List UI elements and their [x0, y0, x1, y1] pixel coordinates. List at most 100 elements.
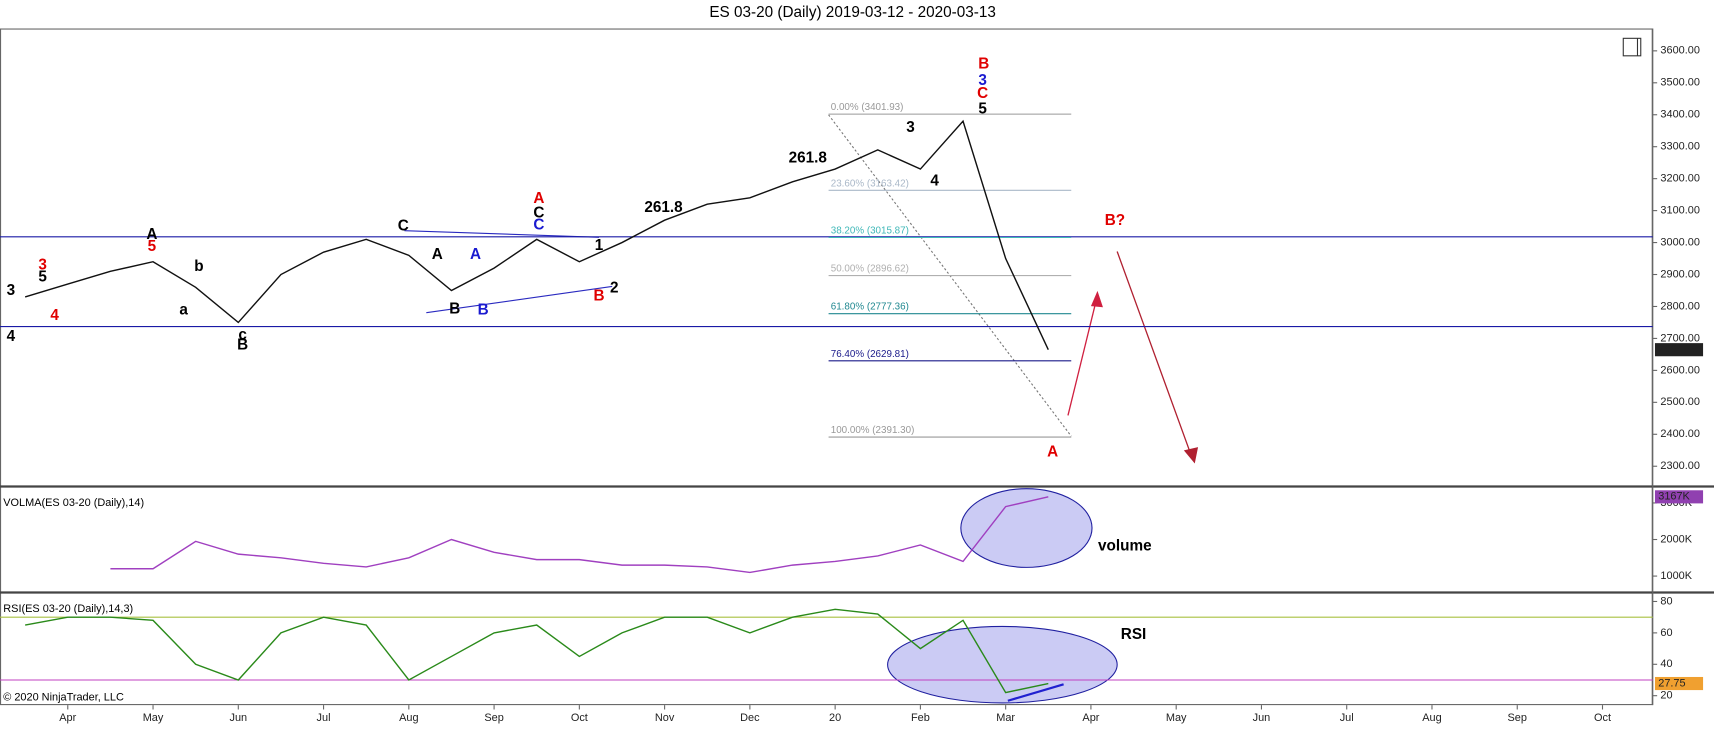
x-tick-label: Oct [571, 712, 588, 724]
fib-label: 76.40% (2629.81) [831, 349, 909, 360]
annotation: B [978, 56, 989, 73]
panel-icon [1622, 37, 1642, 57]
y-tick-label: 1000K [1660, 570, 1692, 582]
y-tick-label: 60 [1660, 627, 1672, 639]
annotation: 5 [148, 238, 157, 255]
annotation: 3 [906, 119, 915, 136]
x-tick-label: Nov [655, 712, 675, 724]
annotation: 3 [7, 282, 16, 299]
annotation: A [146, 226, 157, 243]
x-tick-label: Sep [484, 712, 503, 724]
x-tick-label: May [1166, 712, 1187, 724]
y-tick-label: 2700.00 [1660, 332, 1699, 344]
annotation: 3 [38, 257, 47, 274]
annotation: 261.8 [789, 150, 828, 167]
annotation: A [533, 190, 544, 207]
series-line [25, 608, 1049, 694]
last-value-tag [1654, 676, 1704, 691]
x-tick-label: Feb [911, 712, 930, 724]
fib-label: 0.00% (3401.93) [831, 102, 904, 113]
y-tick-label: 40 [1660, 658, 1672, 670]
y-tick-label: 20 [1660, 690, 1672, 702]
annotation: A [432, 246, 443, 263]
annotation: 4 [7, 328, 16, 345]
x-tick-label: Mar [996, 712, 1015, 724]
indicator-label: VOLMA(ES 03-20 (Daily),14) [3, 497, 144, 509]
last-value-label: 27.75 [1658, 677, 1685, 689]
annotation: C [533, 216, 544, 233]
last-value-tag [1654, 490, 1704, 504]
x-tick-label: Jul [1340, 712, 1354, 724]
annotation: 5 [978, 100, 987, 117]
y-tick-label: 2500.00 [1660, 396, 1699, 408]
y-tick-label: 2300.00 [1660, 460, 1699, 472]
chart-title: ES 03-20 (Daily) 2019-03-12 - 2020-03-13 [709, 4, 996, 21]
y-tick-label: 80 [1660, 595, 1672, 607]
x-tick-label: Jun [1253, 712, 1271, 724]
y-tick-label: 3500.00 [1660, 77, 1699, 89]
annotation: 261.8 [644, 199, 683, 216]
annotation: C [533, 204, 544, 221]
y-tick-label: 3100.00 [1660, 205, 1699, 217]
copyright: © 2020 NinjaTrader, LLC [3, 691, 124, 703]
x-tick-label: 20 [829, 712, 841, 724]
drawings [404, 37, 1642, 704]
annotation: 5 [38, 269, 47, 286]
annotation: B? [1105, 212, 1125, 229]
x-tick-label: Jul [317, 712, 331, 724]
y-tick-label: 2600.00 [1660, 364, 1699, 376]
annotation: B [593, 287, 604, 304]
x-tick-label: Apr [59, 712, 76, 724]
x-tick-label: Dec [740, 712, 760, 724]
annotation: B [478, 302, 489, 319]
annotation: 1 [595, 237, 604, 254]
series-line [24, 119, 1049, 350]
annotation: 2 [610, 280, 619, 297]
y-tick-label: 2400.00 [1660, 428, 1699, 440]
arrow-head [1183, 447, 1199, 464]
trend-line [426, 285, 613, 314]
last-value-tag [1654, 343, 1704, 357]
y-tick-label: 3200.00 [1660, 173, 1699, 185]
y-tick-label: 3300.00 [1660, 141, 1699, 153]
y-tick-label: 3000.00 [1660, 236, 1699, 248]
x-tick-label: May [143, 712, 164, 724]
x-tick-label: Jun [229, 712, 247, 724]
arrow [1067, 295, 1099, 416]
annotation: a [179, 302, 188, 319]
annotation: C [398, 217, 409, 234]
x-tick-label: Apr [1082, 712, 1099, 724]
arrow [1116, 251, 1194, 460]
annotation: b [194, 258, 203, 275]
indicator-label: RSI(ES 03-20 (Daily),14,3) [3, 603, 133, 615]
y-tick-label: 2000K [1660, 533, 1692, 545]
x-tick-label: Aug [1422, 712, 1441, 724]
highlight-ellipse [960, 488, 1093, 568]
divergence-line [1007, 683, 1064, 702]
fib-label: 23.60% (3163.42) [831, 178, 909, 189]
x-tick-label: Aug [399, 712, 418, 724]
series-line [110, 496, 1049, 574]
annotation: C [977, 85, 988, 102]
annotation: 3 [978, 72, 987, 89]
fib-label: 50.00% (2896.62) [831, 264, 909, 275]
annotation: A [1047, 444, 1058, 461]
y-tick-label: 3400.00 [1660, 109, 1699, 121]
annotation: 4 [930, 173, 939, 190]
annotation: B [449, 300, 460, 317]
highlight-ellipse [887, 625, 1118, 704]
annotation: A [470, 246, 481, 263]
annotation: B [237, 337, 248, 354]
y-tick-label: 2800.00 [1660, 300, 1699, 312]
arrow-head [1090, 290, 1103, 308]
y-tick-label: 3600.00 [1660, 45, 1699, 57]
annotation: RSI [1121, 626, 1147, 643]
fib-label: 61.80% (2777.36) [831, 302, 909, 313]
fib-label: 100.00% (2391.30) [831, 425, 915, 436]
annotation: c [238, 327, 247, 344]
last-value-label: 3167K [1658, 491, 1690, 503]
trend-line [404, 230, 600, 238]
annotation: volume [1098, 538, 1152, 555]
